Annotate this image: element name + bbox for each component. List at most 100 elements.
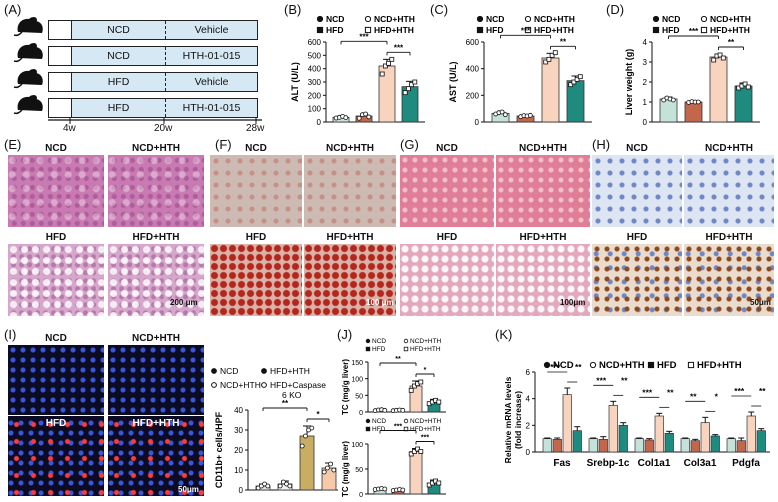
legend-label: HFD	[662, 25, 679, 35]
y-tick-label: 600	[466, 38, 480, 47]
legend-label: HFD+HTH	[270, 366, 310, 376]
data-point	[408, 451, 414, 457]
label-hfd: HFD	[45, 418, 67, 429]
data-point	[277, 483, 283, 489]
y-tick-label: 0	[475, 118, 480, 127]
legend-label: NCD	[662, 14, 680, 24]
legend-marker	[687, 361, 695, 369]
bar	[588, 438, 598, 453]
y-tick-label: 500	[308, 51, 322, 60]
data-point	[436, 480, 442, 486]
data-point	[343, 115, 349, 120]
y-tick-label: 100	[308, 105, 322, 114]
y-tick-label: 0	[317, 118, 322, 127]
legend-marker	[261, 382, 267, 388]
oil-red-image-ncd	[210, 155, 302, 227]
data-point	[695, 99, 701, 105]
significance-label: **	[759, 386, 766, 396]
design-treatment: HTH-01-015	[165, 99, 257, 117]
chart-c-ast: NCD NCD+HTH HFD HFD+HTH 0 200 400 600 AST (U/L) *…	[448, 14, 592, 127]
data-point	[412, 449, 417, 454]
legend-label: HFD+HTH	[710, 25, 750, 35]
y-tick-label: 0	[239, 486, 244, 495]
data-point	[502, 112, 508, 118]
data-point	[389, 56, 395, 62]
data-point	[717, 52, 723, 58]
bar	[736, 440, 746, 453]
bar	[618, 424, 628, 453]
legend-marker	[365, 418, 371, 424]
chart-b-alt: NCD NCD+HTH HFD HFD+HTH 0 100 200 300 400 500 600 A…	[290, 14, 425, 127]
data-point	[412, 79, 418, 85]
y-tick-label: 50	[355, 467, 363, 474]
legend-marker	[652, 26, 660, 34]
legend-label-cont: 6 KO	[282, 390, 302, 400]
panel-label-e: (E)	[4, 137, 22, 152]
ihc-image-hfd-hth	[684, 244, 774, 316]
y-tick-label: 10	[234, 466, 243, 475]
panel-label-f: (F)	[215, 137, 232, 152]
if-image-hfd	[8, 416, 104, 496]
legend-marker	[476, 26, 484, 34]
legend-label: HFD+HTH	[534, 25, 574, 35]
data-point	[382, 486, 388, 492]
design-treatment: Vehicle	[165, 21, 257, 39]
data-point	[382, 407, 388, 413]
bar	[562, 394, 572, 453]
label-ncd: NCD	[245, 143, 267, 154]
x-tick-label: Fas	[553, 458, 571, 469]
panel-label-c: (C)	[430, 2, 449, 17]
he-image-hfd-hth	[108, 244, 204, 316]
bar	[552, 438, 562, 453]
ihc-image-ncd-hth	[684, 155, 774, 227]
y-tick-label: 30	[234, 426, 243, 435]
he-image-ncd	[8, 155, 104, 227]
bar	[572, 430, 582, 453]
mouse-icons	[13, 17, 44, 115]
bar	[541, 57, 560, 123]
data-point	[366, 114, 372, 120]
design-treatment: HTH-01-015	[165, 47, 257, 65]
significance-label: ***	[689, 27, 699, 36]
data-point	[321, 469, 327, 475]
y-tick-label: 40	[234, 406, 243, 415]
legend-marker	[211, 382, 217, 388]
legend-marker	[524, 26, 532, 34]
y-tick-label: 150	[351, 360, 363, 367]
design-diet: NCD	[71, 21, 165, 39]
data-point	[400, 407, 406, 413]
sirius-red-image-ncd-hth	[496, 155, 590, 227]
bar	[542, 438, 552, 453]
legend-marker	[524, 15, 532, 23]
legend-label: NCD	[372, 338, 386, 345]
legend-marker	[589, 361, 597, 369]
panel-label-b: (B)	[284, 2, 302, 17]
he-image-hfd	[8, 244, 104, 316]
bar	[756, 430, 766, 453]
legend-label: NCD+HTH	[534, 14, 575, 24]
legend-label: NCD	[220, 366, 238, 376]
bar	[409, 451, 423, 495]
y-tick-label: 100	[351, 442, 363, 449]
scale-bar-label: 100μm	[560, 298, 586, 307]
legend-label: NCD	[372, 418, 386, 425]
significance-label: ***	[359, 32, 369, 41]
data-point	[328, 461, 333, 467]
bar	[709, 56, 728, 123]
data-point	[303, 433, 308, 439]
legend-marker	[700, 26, 708, 34]
data-point	[568, 82, 574, 88]
timeline-axis	[48, 118, 262, 124]
oil-red-image-hfd-hth	[304, 244, 396, 316]
data-point	[331, 467, 337, 473]
y-axis-label: Relative mRNA levels	[503, 376, 513, 463]
legend-marker	[647, 361, 655, 369]
y-tick-label: 4	[526, 395, 531, 404]
significance-label: ***	[734, 386, 745, 396]
data-point	[309, 425, 315, 431]
label-hfd: HFD	[626, 232, 648, 243]
legend-label: HFD+HTH	[410, 426, 441, 433]
panel-label-h: (H)	[592, 137, 611, 152]
significance-label: **	[728, 38, 735, 47]
oil-red-image-ncd-hth	[304, 155, 396, 227]
